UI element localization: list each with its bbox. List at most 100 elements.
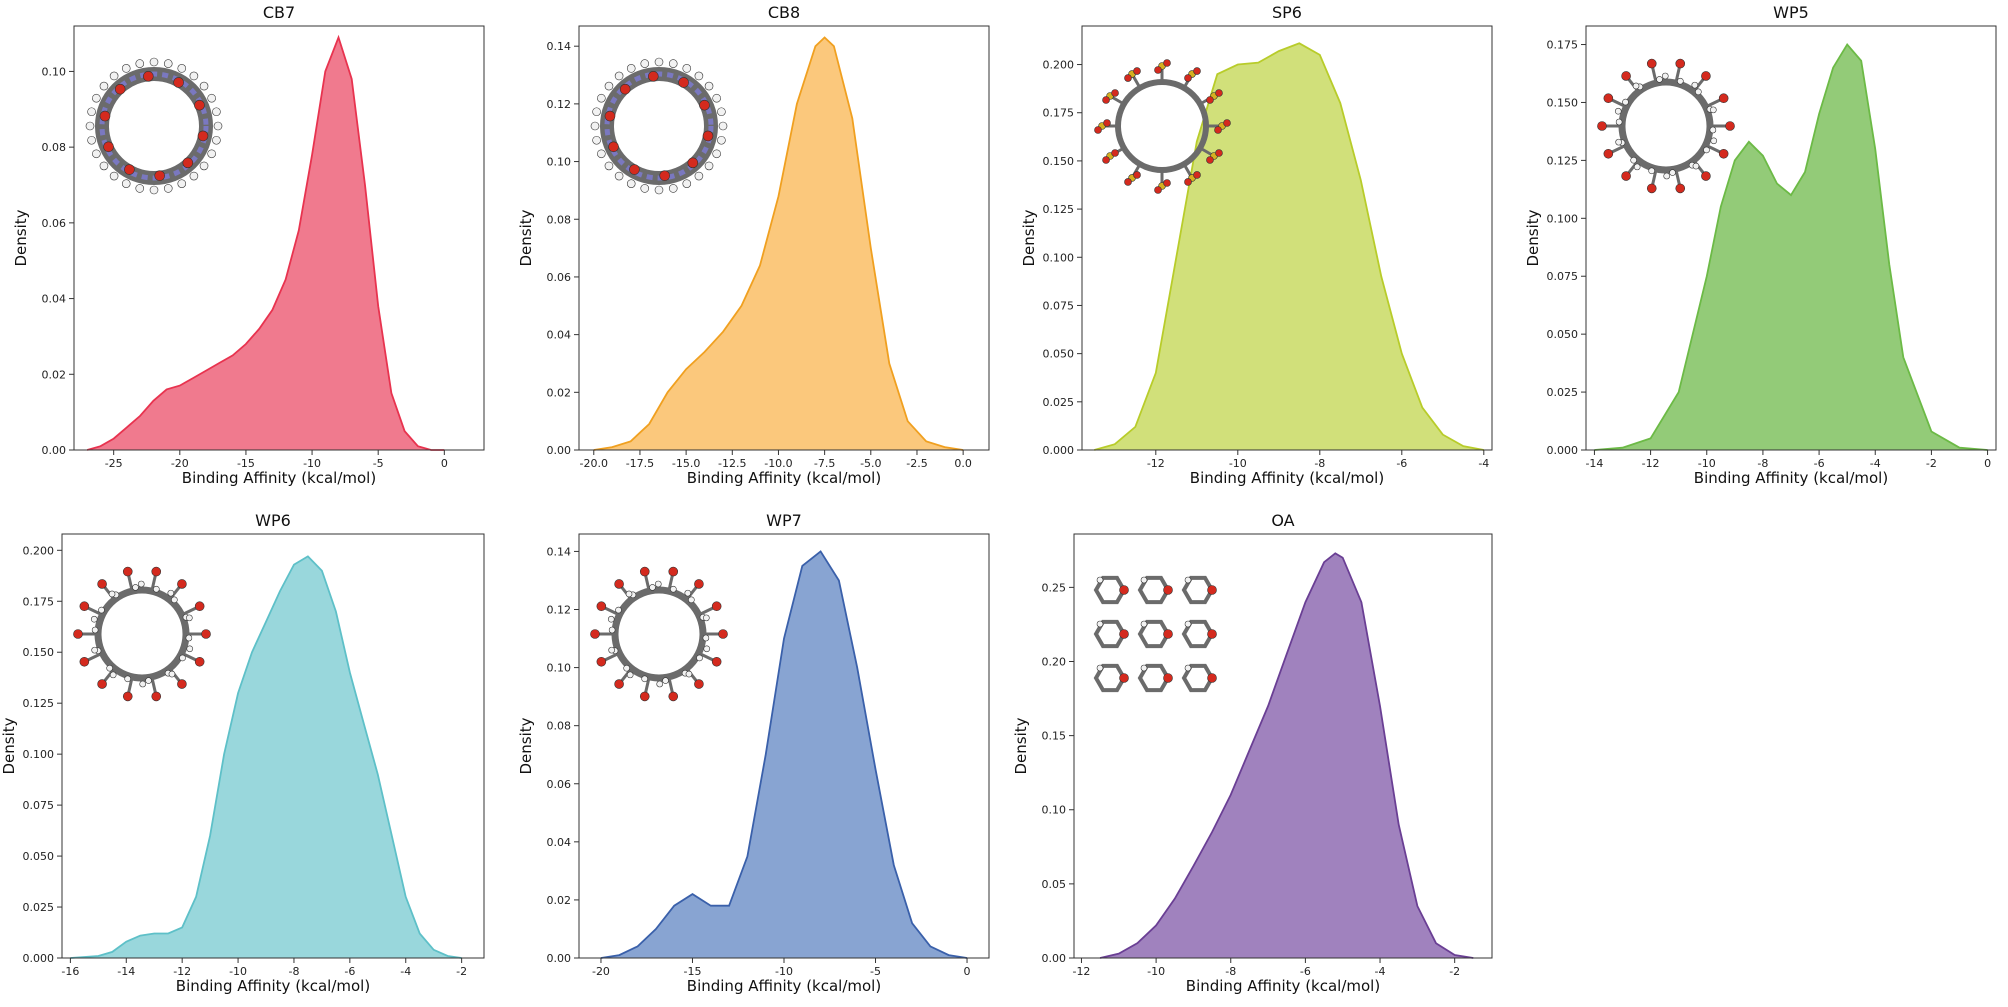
x-tick-label: 0 [964, 965, 971, 978]
y-tick-label: 0.100 [23, 748, 55, 761]
chart-title: WP6 [255, 511, 291, 530]
y-tick-label: 0.200 [23, 544, 55, 557]
x-tick-label: -6 [1814, 457, 1825, 470]
panel-cb7: CB7 -25 -20 -15 -10 -5 0 0.00 0.02 0.04 0.06 0.08 0.… [0, 0, 490, 504]
chart-wp7: WP7 -20 -15 -10 -5 0 0.00 0.02 0.04 0.06 0.08 0.10 0… [517, 511, 990, 995]
x-tick-label: -15.0 [672, 457, 700, 470]
density-area [601, 551, 967, 958]
y-tick-label: 0.050 [1547, 328, 1579, 341]
x-tick-label: 0 [441, 457, 448, 470]
y-tick-label: 0.150 [1547, 96, 1579, 109]
chart-cb7: CB7 -25 -20 -15 -10 -5 0 0.00 0.02 0.04 0.06 0.08 0.… [12, 3, 485, 487]
y-tick-label: 0.175 [23, 595, 55, 608]
density-area [1594, 44, 1988, 450]
chart-title: CB8 [768, 3, 800, 22]
panel-cb8: CB8 -20.0 -17.5 -15.0 -12.5 -10.0 -7.5 -5.0 -2.5… [505, 0, 995, 504]
y-tick-label: 0.08 [42, 141, 67, 154]
x-tick-label: -14 [1585, 457, 1603, 470]
y-tick-label: 0.00 [1042, 952, 1067, 965]
chart-wp5: WP5 -14 -12 -10 -8 -6 -4 -2 0 0.000 0.025 0.050 0.07… [1524, 3, 1997, 487]
y-tick-label: 0.12 [547, 604, 572, 617]
x-tick-label: -15 [237, 457, 255, 470]
y-tick-label: 0.050 [23, 850, 55, 863]
y-tick-label: 0.150 [23, 646, 55, 659]
y-axis-label: Density [1020, 209, 1038, 266]
plot-frame [1073, 533, 1493, 959]
x-tick-label: -6 [1300, 965, 1311, 978]
chart-title: SP6 [1272, 3, 1302, 22]
x-tick-label: -8 [1757, 457, 1768, 470]
y-tick-label: 0.06 [42, 217, 67, 230]
density-line [86, 34, 445, 451]
y-tick-label: 0.02 [42, 368, 67, 381]
x-tick-label: -7.5 [814, 457, 835, 470]
x-tick-label: -10 [229, 965, 247, 978]
x-tick-label: 0.0 [954, 457, 972, 470]
panel-oa: OA -12 -10 -8 -6 -4 -2 0.00 0.05 0.10 0.15 0.20 0.25… [1008, 508, 1498, 1007]
chart-oa: OA -12 -10 -8 -6 -4 -2 0.00 0.05 0.10 0.15 0.20 0.25… [1012, 511, 1493, 995]
x-tick-label: -10 [1147, 965, 1165, 978]
y-tick-label: 0.000 [23, 952, 55, 965]
x-axis-label: Binding Affinity (kcal/mol) [687, 469, 881, 487]
x-tick-label: -16 [61, 965, 79, 978]
y-tick-label: 0.14 [547, 40, 572, 53]
x-tick-label: -5 [870, 965, 881, 978]
x-axis-label: Binding Affinity (kcal/mol) [176, 977, 370, 995]
y-tick-label: 0.00 [42, 444, 67, 457]
y-axis-label: Density [517, 717, 535, 774]
density-line [1094, 42, 1484, 451]
y-tick-label: 0.025 [1043, 396, 1075, 409]
x-tick-label: -20 [171, 457, 189, 470]
molecule-icon [1597, 58, 1735, 194]
y-tick-label: 0.000 [1043, 444, 1075, 457]
plot-frame [578, 25, 990, 451]
y-tick-label: 0.04 [547, 836, 572, 849]
panel-wp6: WP6 -16 -14 -12 -10 -8 -6 -4 -2 0.000 0.025 0.050 0.… [0, 508, 490, 1007]
chart-cb8: CB8 -20.0 -17.5 -15.0 -12.5 -10.0 -7.5 -5.0 -2.5… [517, 3, 990, 487]
x-tick-label: -2 [1449, 965, 1460, 978]
chart-title: CB7 [263, 3, 295, 22]
x-tick-label: -2 [456, 965, 467, 978]
y-tick-label: 0.00 [547, 444, 572, 457]
molecule-icon [1094, 59, 1231, 194]
chart-title: WP5 [1773, 3, 1809, 22]
density-area [70, 556, 462, 958]
x-tick-label: -12.5 [718, 457, 746, 470]
y-tick-label: 0.175 [1043, 107, 1075, 120]
molecule-icon [73, 566, 211, 702]
density-line [70, 555, 462, 959]
y-axis-label: Density [12, 209, 30, 266]
y-tick-label: 0.125 [1043, 203, 1075, 216]
y-tick-label: 0.05 [1042, 878, 1067, 891]
density-line [1594, 42, 1988, 451]
molecule-icon [590, 566, 728, 702]
y-tick-label: 0.00 [547, 952, 572, 965]
x-tick-label: -2.5 [906, 457, 927, 470]
chart-wp6: WP6 -16 -14 -12 -10 -8 -6 -4 -2 0.000 0.025 0.050 0.… [0, 511, 485, 995]
y-tick-label: 0.06 [547, 271, 572, 284]
density-area [593, 37, 964, 450]
y-tick-label: 0.04 [42, 293, 67, 306]
y-tick-label: 0.04 [547, 329, 572, 342]
y-tick-label: 0.075 [23, 799, 55, 812]
y-tick-label: 0.10 [547, 156, 572, 169]
y-tick-label: 0.12 [547, 98, 572, 111]
y-tick-label: 0.075 [1043, 299, 1075, 312]
y-axis-label: Density [1012, 717, 1030, 774]
x-tick-label: -20 [592, 965, 610, 978]
y-tick-label: 0.150 [1043, 155, 1075, 168]
y-axis-label: Density [1524, 209, 1542, 266]
x-tick-label: -12 [1072, 965, 1090, 978]
density-area [1094, 43, 1484, 451]
density-line [593, 36, 964, 451]
molecule-icon [1093, 575, 1217, 693]
panel-wp7: WP7 -20 -15 -10 -5 0 0.00 0.02 0.04 0.06 0.08 0.10 0… [505, 508, 995, 1007]
x-tick-label: -4 [1478, 457, 1489, 470]
x-tick-label: -8 [1225, 965, 1236, 978]
x-tick-label: -6 [344, 965, 355, 978]
panel-wp5: WP5 -14 -12 -10 -8 -6 -4 -2 0 0.000 0.025 0.050 0.07… [1512, 0, 2002, 504]
y-axis-label: Density [0, 717, 18, 774]
plot-frame [1585, 25, 1997, 451]
x-tick-label: -4 [400, 965, 411, 978]
x-tick-label: -20.0 [580, 457, 608, 470]
